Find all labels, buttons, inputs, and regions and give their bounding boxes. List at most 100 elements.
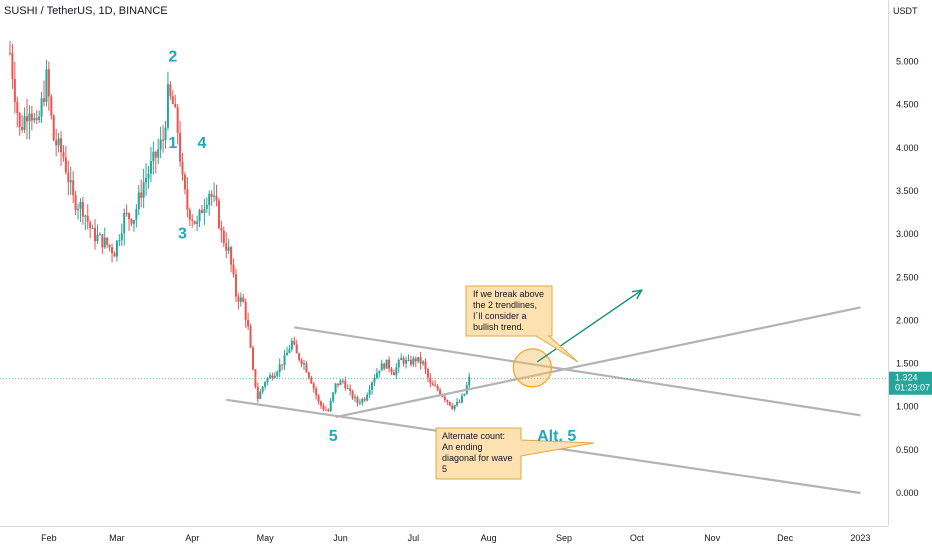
candle-down	[446, 399, 449, 402]
price-tick-label: 0.000	[896, 488, 919, 498]
note2-line-2: An ending	[442, 442, 483, 452]
candle-up	[123, 212, 126, 234]
candle-down	[225, 243, 228, 251]
candle-down	[232, 264, 235, 275]
symbol-title: SUSHI / TetherUS, 1D, BINANCE	[4, 5, 168, 17]
candle-down	[222, 230, 225, 244]
candle-up	[120, 233, 123, 241]
candle-down	[43, 98, 46, 102]
price-tick-label: 5.000	[896, 57, 919, 67]
candle-up	[278, 364, 281, 373]
candle-down	[210, 193, 213, 197]
candle-down	[351, 390, 354, 399]
candle-down	[448, 401, 451, 406]
price-tick-label: 3.500	[896, 186, 919, 196]
note1-line-1: If we break above	[473, 289, 544, 299]
candle-up	[196, 221, 199, 224]
candle-down	[327, 409, 330, 412]
candle-down	[50, 96, 53, 116]
note1-line-2: the 2 trendlines,	[473, 300, 537, 310]
candle-down	[154, 151, 157, 158]
current-price-tag: 1.324 01:29:07	[889, 371, 932, 395]
trendline-upper-descending[interactable]	[294, 326, 861, 417]
candle-down	[113, 253, 116, 257]
wave-label: Alt. 5	[537, 428, 576, 445]
price-tick-label: 1.500	[896, 359, 919, 369]
note2-line-1: Alternate count:	[442, 431, 505, 441]
candle-up	[456, 402, 459, 406]
candle-up	[288, 349, 291, 353]
time-tick-label: May	[257, 533, 275, 543]
note2-line-3: diagonal for wave	[442, 453, 513, 463]
candle-down	[256, 386, 259, 399]
candle-down	[300, 359, 303, 365]
candle-down	[64, 157, 67, 173]
candle-up	[23, 116, 26, 130]
candle-down	[426, 369, 429, 378]
candle-down	[429, 377, 432, 384]
candle-up	[453, 405, 456, 409]
candle-down	[293, 340, 296, 345]
candle-down	[200, 210, 203, 213]
candle-up	[422, 361, 425, 364]
candle-down	[230, 247, 233, 265]
candle-down	[234, 274, 237, 297]
candle-up	[91, 227, 94, 229]
time-tick-label: Jul	[408, 533, 420, 543]
candle-up	[45, 69, 48, 102]
candle-up	[28, 113, 31, 122]
candle-up	[463, 393, 466, 396]
time-tick-label: Aug	[481, 533, 497, 543]
candle-down	[305, 363, 308, 373]
candle-down	[188, 209, 191, 220]
time-axis[interactable]: Feb Mar Apr May Jun Jul Aug Sep Oct Nov Dec 2023	[41, 533, 870, 543]
candle-down	[72, 180, 75, 196]
candle-up	[276, 372, 279, 376]
wave-labels-layer: 2 1 4 3 5 Alt. 5	[168, 49, 576, 446]
candle-up	[239, 297, 242, 302]
candle-up	[361, 399, 364, 403]
time-tick-label: Oct	[630, 533, 645, 543]
candle-down	[312, 383, 315, 389]
candle-up	[273, 375, 276, 378]
candle-down	[431, 383, 434, 386]
candle-up	[346, 388, 349, 390]
callout-alternate-count[interactable]: Alternate count: An ending diagonal for …	[435, 427, 595, 480]
candle-up	[115, 240, 118, 257]
candle-up	[40, 98, 43, 117]
wave-label: 3	[178, 225, 187, 242]
candle-down	[179, 132, 182, 162]
candle-down	[60, 138, 63, 153]
price-axis[interactable]: 5.000 4.500 4.000 3.500 3.000 2.500 2.000 1.500…	[896, 57, 919, 499]
candle-up	[152, 151, 155, 162]
candle-down	[18, 113, 21, 128]
candle-up	[205, 205, 208, 209]
candle-down	[390, 368, 393, 373]
candle-down	[392, 372, 395, 376]
candle-down	[11, 53, 14, 79]
candle-down	[35, 118, 38, 120]
candle-up	[397, 360, 400, 368]
candle-down	[125, 212, 128, 214]
candle-up	[57, 138, 60, 146]
candle-up	[132, 220, 135, 224]
candle-up	[149, 161, 152, 174]
candle-down	[443, 396, 446, 400]
price-tick-label: 4.000	[896, 143, 919, 153]
candle-up	[407, 359, 410, 361]
candle-up	[213, 195, 216, 197]
candle-down	[249, 326, 252, 348]
candle-up	[69, 180, 72, 183]
wave-label: 1	[168, 135, 177, 152]
candle-down	[171, 96, 174, 105]
candle-up	[264, 382, 267, 387]
candle-down	[191, 219, 194, 221]
candle-up	[400, 357, 403, 361]
candle-up	[33, 118, 36, 121]
trendline-rising[interactable]	[335, 306, 861, 419]
callout-bullish-note[interactable]: If we break above the 2 trendlines, I´ll…	[465, 285, 579, 363]
candle-down	[344, 380, 347, 389]
wave-label: 4	[197, 135, 206, 152]
candle-up	[395, 367, 398, 376]
